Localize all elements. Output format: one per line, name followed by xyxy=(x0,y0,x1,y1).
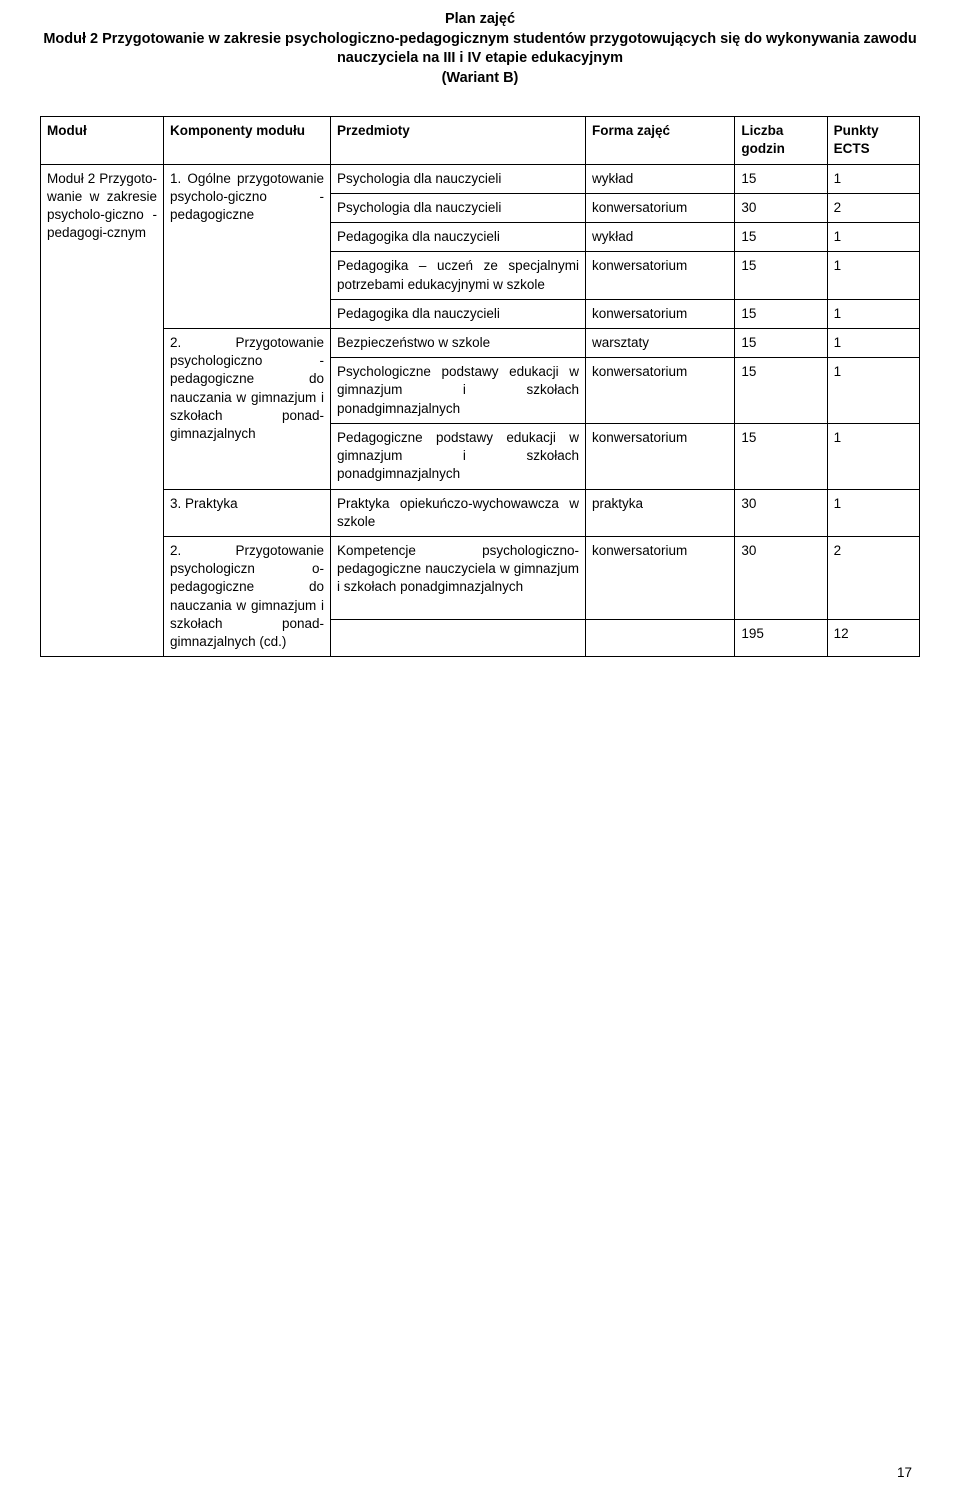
hours-cell: 30 xyxy=(735,536,827,619)
subject-cell: Psychologiczne podstawy edukacji w gimna… xyxy=(331,358,586,424)
totals-form-cell xyxy=(585,620,734,657)
ects-cell: 1 xyxy=(827,164,919,193)
table-header-row: Moduł Komponenty modułu Przedmioty Forma… xyxy=(41,117,920,164)
ects-cell: 1 xyxy=(827,489,919,536)
header-liczba: Liczba godzin xyxy=(735,117,827,164)
table-row: 2. Przygotowanie psychologiczno -pedagog… xyxy=(41,329,920,358)
form-cell: konwersatorium xyxy=(585,536,734,619)
ects-cell: 1 xyxy=(827,223,919,252)
hours-cell: 15 xyxy=(735,223,827,252)
subject-cell: Praktyka opiekuńczo-wychowawcza w szkole xyxy=(331,489,586,536)
hours-cell: 15 xyxy=(735,299,827,328)
hours-cell: 15 xyxy=(735,329,827,358)
hours-cell: 15 xyxy=(735,358,827,424)
subject-cell: Psychologia dla nauczycieli xyxy=(331,193,586,222)
table-row: 2. Przygotowanie psychologiczn o-pedagog… xyxy=(41,536,920,619)
totals-ects-cell: 12 xyxy=(827,620,919,657)
title-line-3: (Wariant B) xyxy=(40,69,920,89)
subject-cell: Pedagogiczne podstawy edukacji w gimnazj… xyxy=(331,423,586,489)
form-cell: konwersatorium xyxy=(585,193,734,222)
ects-cell: 1 xyxy=(827,358,919,424)
curriculum-table: Moduł Komponenty modułu Przedmioty Forma… xyxy=(40,116,920,657)
component-cell-4: 2. Przygotowanie psychologiczn o-pedagog… xyxy=(164,536,331,656)
ects-cell: 1 xyxy=(827,299,919,328)
ects-cell: 2 xyxy=(827,536,919,619)
page: Plan zajęć Moduł 2 Przygotowanie w zakre… xyxy=(0,0,960,1504)
header-modul: Moduł xyxy=(41,117,164,164)
form-cell: konwersatorium xyxy=(585,299,734,328)
form-cell: warsztaty xyxy=(585,329,734,358)
component-cell-1: 1. Ogólne przygotowanie psycholo-giczno … xyxy=(164,164,331,328)
subject-cell: Psychologia dla nauczycieli xyxy=(331,164,586,193)
ects-cell: 1 xyxy=(827,329,919,358)
form-cell: konwersatorium xyxy=(585,252,734,299)
header-przedmioty: Przedmioty xyxy=(331,117,586,164)
subject-cell: Pedagogika dla nauczycieli xyxy=(331,223,586,252)
form-cell: wykład xyxy=(585,164,734,193)
table-row: 3. Praktyka Praktyka opiekuńczo-wychowaw… xyxy=(41,489,920,536)
ects-cell: 1 xyxy=(827,423,919,489)
module-cell: Moduł 2 Przygoto-wanie w zakresie psycho… xyxy=(41,164,164,657)
form-cell: konwersatorium xyxy=(585,423,734,489)
header-komponenty: Komponenty modułu xyxy=(164,117,331,164)
hours-cell: 15 xyxy=(735,252,827,299)
title-block: Plan zajęć Moduł 2 Przygotowanie w zakre… xyxy=(40,10,920,88)
hours-cell: 30 xyxy=(735,489,827,536)
totals-subject-cell xyxy=(331,620,586,657)
title-line-1: Plan zajęć xyxy=(40,10,920,30)
subject-cell: Bezpieczeństwo w szkole xyxy=(331,329,586,358)
title-line-2: Moduł 2 Przygotowanie w zakresie psychol… xyxy=(40,30,920,69)
ects-cell: 1 xyxy=(827,252,919,299)
header-ects: Punkty ECTS xyxy=(827,117,919,164)
ects-cell: 2 xyxy=(827,193,919,222)
subject-cell: Pedagogika dla nauczycieli xyxy=(331,299,586,328)
component-cell-2: 2. Przygotowanie psychologiczno -pedagog… xyxy=(164,329,331,490)
totals-hours-cell: 195 xyxy=(735,620,827,657)
hours-cell: 15 xyxy=(735,164,827,193)
header-forma: Forma zajęć xyxy=(585,117,734,164)
page-number: 17 xyxy=(897,1465,912,1480)
component-cell-3: 3. Praktyka xyxy=(164,489,331,536)
form-cell: konwersatorium xyxy=(585,358,734,424)
subject-cell: Kompetencje psychologiczno-pedagogiczne … xyxy=(331,536,586,619)
subject-cell: Pedagogika – uczeń ze specjalnymi potrze… xyxy=(331,252,586,299)
hours-cell: 30 xyxy=(735,193,827,222)
form-cell: wykład xyxy=(585,223,734,252)
hours-cell: 15 xyxy=(735,423,827,489)
table-row: Moduł 2 Przygoto-wanie w zakresie psycho… xyxy=(41,164,920,193)
form-cell: praktyka xyxy=(585,489,734,536)
